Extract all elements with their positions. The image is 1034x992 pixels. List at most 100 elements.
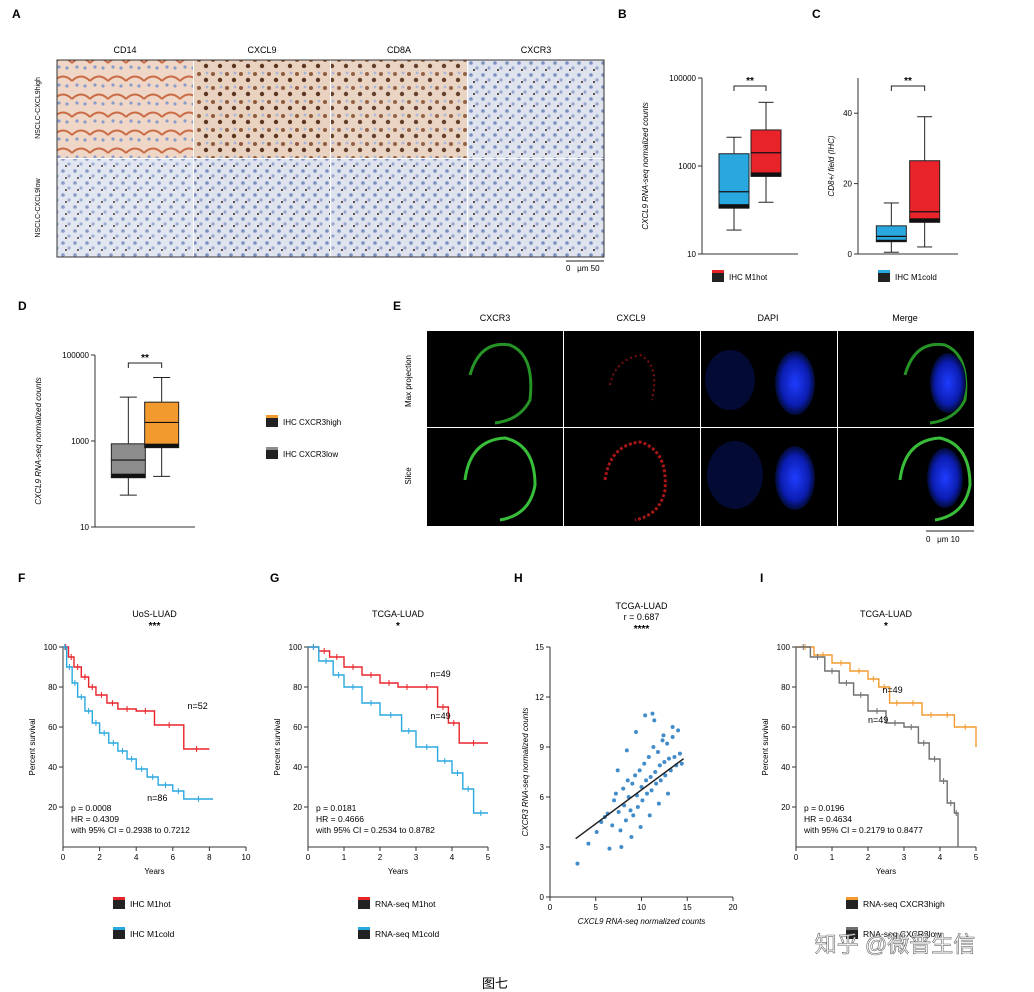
scatter-point <box>648 775 653 779</box>
scatter-point <box>647 813 652 818</box>
significance-bracket <box>127 362 163 368</box>
panel-e-col-label: CXCR3 <box>480 313 511 323</box>
scatter-point <box>623 818 628 823</box>
significance-label: ** <box>746 76 754 87</box>
legend-label: IHC M1hot <box>729 273 768 282</box>
legend-label: RNA-seq M1cold <box>375 929 440 939</box>
red-membrane <box>609 353 656 401</box>
y-tick-label: 80 <box>293 683 302 692</box>
survival-curve <box>796 646 977 747</box>
ihc-image-cxcr3-low <box>468 159 604 257</box>
box-chart-d: 10 1000 100000 CXCL9 RNA-seq normalized cou… <box>34 351 341 532</box>
scale-bar-label: 0 μm 10 <box>926 535 960 544</box>
scatter-point <box>575 861 580 866</box>
survival-chart-f: UoS-LUAD *** 20 40 60 80 100 0 2 4 6 8 10 Years Percen… <box>28 609 251 939</box>
legend-swatch-accent <box>846 927 858 930</box>
x-tick-label: 2 <box>866 853 871 862</box>
x-tick-label: 15 <box>683 903 692 912</box>
stat-line: p = 0.0008 <box>71 803 112 813</box>
ihc-image-cxcl9-low <box>194 159 330 257</box>
y-axis-label: CXCL9 RNA-seq normalized counts <box>34 377 43 505</box>
panel-a-grid-frame <box>56 59 605 258</box>
scatter-point <box>654 781 659 786</box>
chart-subtitle: * <box>884 621 888 632</box>
significance-bracket <box>890 85 926 91</box>
x-tick-label: 0 <box>61 853 66 862</box>
ihc-image-cd8a-high <box>331 60 467 158</box>
scatter-point <box>665 741 670 746</box>
dapi-nucleus <box>775 446 815 510</box>
scatter-point <box>660 738 665 743</box>
box-lower-band <box>719 204 749 209</box>
scatter-point <box>670 735 675 739</box>
stat-line: with 95% CI = 0.2534 to 0.8782 <box>315 825 435 835</box>
x-tick-label: 3 <box>902 853 907 862</box>
panel-a-col-label: CD8A <box>387 45 411 55</box>
scatter-point <box>663 773 668 778</box>
scatter-point <box>661 733 666 738</box>
legend-swatch-accent <box>113 927 125 930</box>
scatter-point <box>676 728 681 733</box>
scatter-point <box>621 786 626 791</box>
scatter-point <box>642 761 647 766</box>
significance-label: ** <box>904 76 912 87</box>
dapi-nucleus <box>930 353 966 413</box>
legend-swatch-accent <box>358 897 370 900</box>
box <box>110 443 146 479</box>
green-membrane <box>903 342 968 425</box>
stat-line: with 95% CI = 0.2179 to 0.8477 <box>803 825 923 835</box>
y-tick-label: 40 <box>48 763 57 772</box>
legend-swatch-accent <box>113 897 125 900</box>
scatter-point <box>613 791 618 796</box>
box-lower-band <box>909 218 940 223</box>
figure-caption: 图七 <box>482 976 508 991</box>
panel-letter-e: E <box>393 299 401 313</box>
scatter-point <box>639 785 644 789</box>
scatter-point <box>616 810 621 814</box>
y-tick-label: 20 <box>843 180 852 189</box>
scatter-point <box>607 846 612 851</box>
scatter-point <box>650 711 655 716</box>
scatter-point <box>655 750 660 754</box>
legend-label: IHC CXCR3high <box>283 418 341 427</box>
scatter-point <box>666 791 671 796</box>
x-tick-label: 0 <box>306 853 311 862</box>
box-lower-band <box>111 473 146 478</box>
box-lower-band <box>876 239 907 242</box>
y-axis-label: Percent survival <box>273 718 282 775</box>
stat-line: p = 0.0181 <box>316 803 357 813</box>
chart-title: UoS-LUAD <box>132 609 177 619</box>
dapi-nucleus-faint <box>705 350 755 410</box>
y-tick-label: 40 <box>781 763 790 772</box>
y-tick-label: 20 <box>48 803 57 812</box>
panel-e: E CXCR3 CXCL9 DAPI Merge Max projection … <box>393 299 974 544</box>
panel-e-col-label: DAPI <box>757 313 778 323</box>
x-tick-label: 5 <box>594 903 599 912</box>
scatter-point <box>670 725 675 729</box>
panel-e-row-label: Slice <box>404 467 413 485</box>
x-tick-label: 1 <box>342 853 347 862</box>
chart-title: TCGA-LUAD <box>615 601 668 611</box>
scatter-point <box>658 778 663 783</box>
regression-line <box>575 758 685 840</box>
panel-a-row-label: NSCLC-CXCL9high <box>35 77 42 139</box>
scatter-point <box>631 813 636 818</box>
scatter-point <box>646 755 651 759</box>
x-tick-label: 6 <box>171 853 176 862</box>
panel-letter-b: B <box>618 7 627 21</box>
x-tick-label: 2 <box>97 853 102 862</box>
scatter-point <box>619 845 624 849</box>
chart-subtitle: r = 0.687 <box>624 612 660 622</box>
dapi-nucleus <box>775 351 815 415</box>
scatter-point <box>629 835 634 839</box>
scatter-point <box>610 823 615 828</box>
panel-a-col-label: CD14 <box>113 45 136 55</box>
scatter-point <box>594 830 599 834</box>
y-tick-label: 40 <box>843 109 852 118</box>
legend-swatch-accent <box>266 447 278 450</box>
fluor-image-cxcr3-slice <box>427 428 563 526</box>
legend-label: RNA-seq CXCR3high <box>863 899 945 909</box>
legend-label: IHC M1hot <box>130 899 171 909</box>
